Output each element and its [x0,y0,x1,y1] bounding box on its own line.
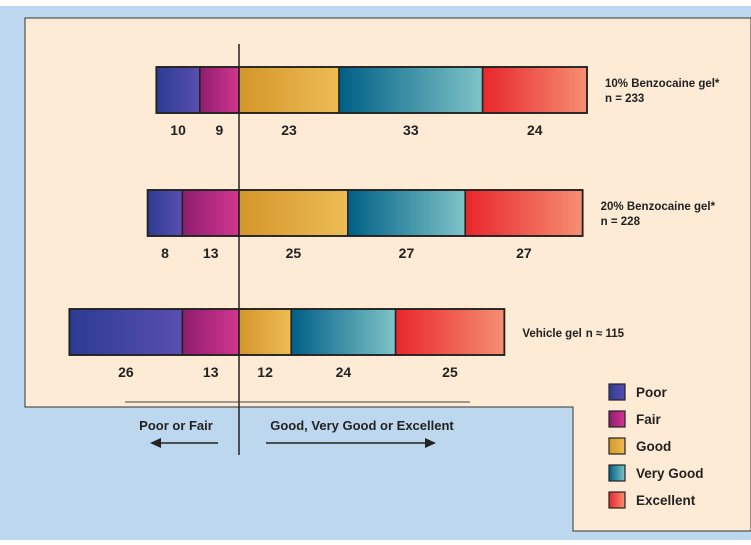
data-label: 13 [203,364,219,380]
bar-segment-poor [146,189,184,237]
bar-segment-poor [68,308,184,356]
legend-swatch-fair [608,410,626,428]
category-label: 20% Benzocaine gel* [601,201,716,213]
bar-outline [68,308,506,356]
legend-swatch-very-good [608,464,626,482]
category-name: Vehicle gel [522,328,581,340]
legend-swatch-good [608,437,626,455]
bar-group-3 [68,308,506,356]
bar-segment-good [238,308,292,356]
bar-segment-excellent [394,308,506,356]
chart-panel [24,17,751,532]
legend-swatch-excellent [608,491,626,509]
bar-outline [155,66,588,114]
bar-segment-fair [181,308,240,356]
data-label: 24 [336,364,352,380]
arrow-right-icon [425,438,436,448]
category-label: Vehicle gel n ≈ 115 [522,328,624,340]
bar-segment-fair [181,189,240,237]
arrow-left-icon [150,438,161,448]
legend-label: Very Good [636,466,704,481]
data-label: 24 [527,122,543,138]
direction-label-left: Poor or Fair [139,418,213,433]
data-label: 26 [118,364,134,380]
data-label: 25 [286,245,302,261]
category-n-label: n = 233 [605,93,644,105]
data-label: 33 [403,122,419,138]
legend-swatch-poor [608,383,626,401]
bar-segment-good [238,66,340,114]
bar-segment-very-good [290,308,397,356]
bar-segment-excellent [464,189,584,237]
data-label: 8 [161,245,169,261]
data-label: 9 [216,122,224,138]
data-label: 23 [281,122,297,138]
legend-label: Poor [636,385,667,400]
data-label: 13 [203,245,219,261]
bar-segment-very-good [347,189,466,237]
legend-label: Excellent [636,493,696,508]
bar-segment-poor [155,66,201,114]
bar-segment-fair [199,66,240,114]
bar-segment-very-good [338,66,484,114]
bar-group-1 [155,66,588,114]
data-label: 10 [170,122,186,138]
direction-label-right: Good, Very Good or Excellent [270,418,454,433]
category-n-label: n = 228 [601,216,641,228]
data-label: 25 [442,364,458,380]
legend-label: Good [636,439,671,454]
data-label: 12 [257,364,273,380]
bar-segment-good [238,189,349,237]
category-label: 10% Benzocaine gel* [605,78,720,90]
bar-segment-excellent [481,66,588,114]
data-label: 27 [516,245,532,261]
bar-group-2 [146,189,584,237]
legend-label: Fair [636,412,662,427]
bar-outline [146,189,584,237]
data-label: 27 [399,245,415,261]
top-margin [0,0,751,6]
category-n-label: n ≈ 115 [586,328,625,340]
